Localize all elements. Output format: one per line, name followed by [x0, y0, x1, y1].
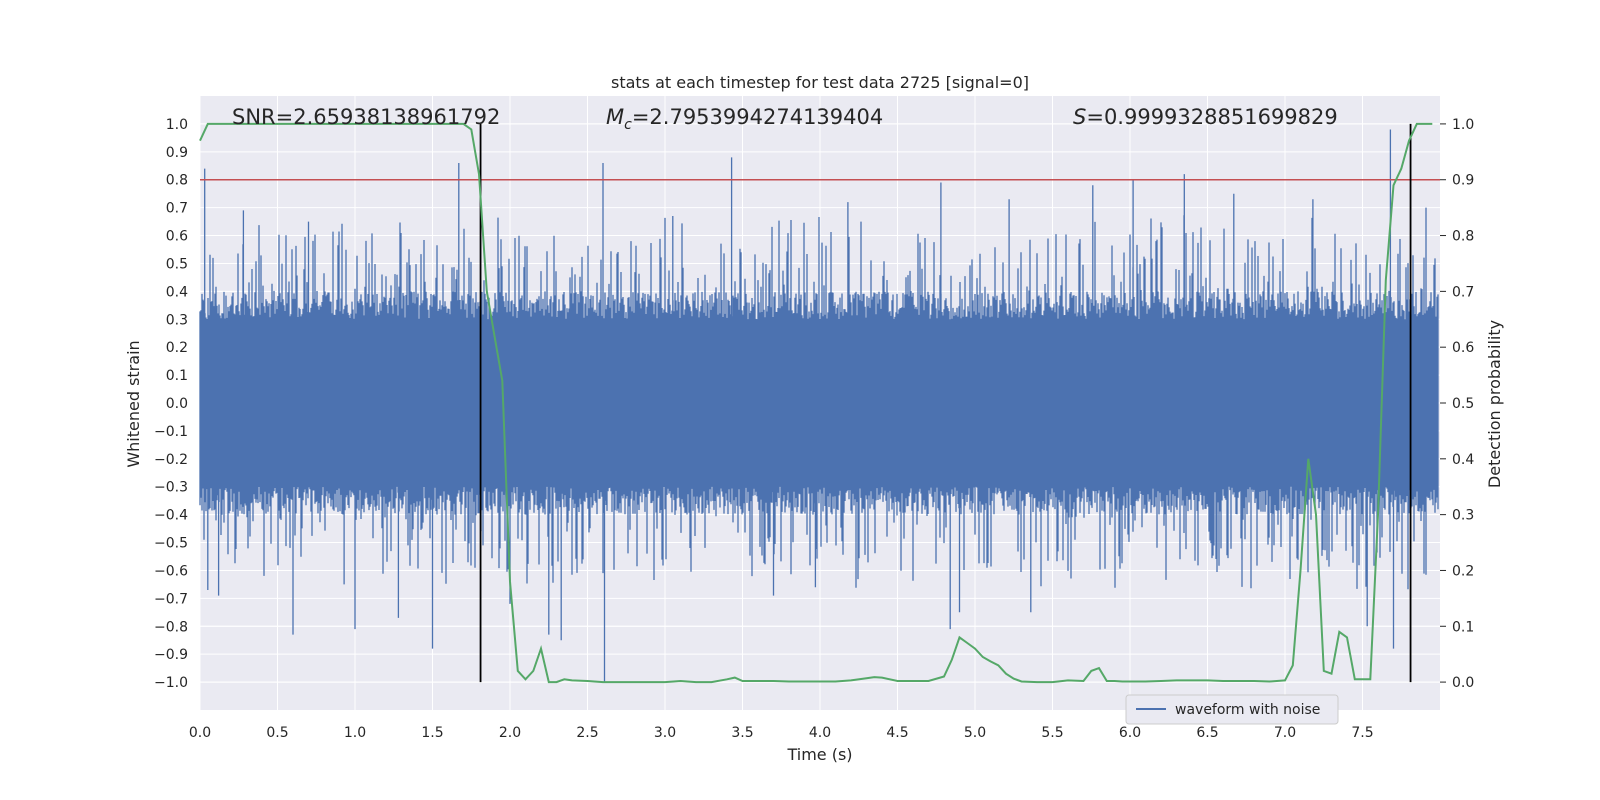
y2-tick-label: 0.0 [1452, 675, 1474, 691]
y-tick-label: 0.4 [166, 284, 188, 300]
y2-tick-label: 0.9 [1452, 173, 1474, 189]
vlines [479, 123, 1412, 683]
legend-box [1125, 694, 1339, 725]
y2-tick-label: 0.5 [1452, 396, 1474, 412]
y-tick-label: −0.7 [154, 591, 188, 607]
x-tick-label: 7.5 [1351, 725, 1373, 741]
y-tick-label: 0.6 [166, 229, 188, 245]
y-tick-label: −0.8 [154, 619, 188, 635]
mc-symbol: M [606, 105, 624, 129]
y-tick-label: 0.0 [166, 396, 188, 412]
x-axis-label: Time (s) [786, 745, 852, 764]
noise-waveform [199, 129, 1439, 683]
s-value: =0.9999328851699829 [1086, 105, 1337, 129]
probability-line [199, 122, 1433, 684]
y-tick-label: −0.5 [154, 536, 188, 552]
legend-label: waveform with noise [1175, 702, 1320, 718]
x-tick-label: 0.0 [189, 725, 211, 741]
y-tick-label: −1.0 [154, 675, 188, 691]
x-tick-label: 1.0 [344, 725, 366, 741]
noise-series [199, 129, 1439, 683]
y2-tick-label: 1.0 [1452, 117, 1474, 133]
x-tick-label: 2.0 [499, 725, 521, 741]
x-ticks: 0.0 0.5 1.0 1.5 2.0 2.5 3.0 3.5 4.0 4.5 5.0 5.5 6.0 6… [189, 725, 1374, 741]
mc-annotation: Mc=2.7953994274139404 [606, 105, 883, 133]
y2-axis-label: Detection probability [1485, 320, 1504, 488]
y2-tick-label: 0.1 [1452, 619, 1474, 635]
y-tick-label: 0.2 [166, 340, 188, 356]
snr-annotation: SNR=2.65938138961792 [232, 105, 500, 129]
x-tick-label: 7.0 [1274, 725, 1296, 741]
y2-tick-label: 0.7 [1452, 284, 1474, 300]
y-tick-label: −0.1 [154, 424, 188, 440]
y-tick-label: 0.1 [166, 368, 188, 384]
y-tick-label: −0.3 [154, 480, 188, 496]
x-tick-label: 0.5 [266, 725, 288, 741]
y-axis-label: Whitened strain [124, 340, 143, 467]
x-tick-label: 3.5 [731, 725, 753, 741]
y-tick-label: 1.0 [166, 117, 188, 133]
y-ticks: −1.0 −0.9 −0.8 −0.7 −0.6 −0.5 −0.4 −0.3 −0.2 −0.1… [154, 117, 188, 691]
y2-tick-label: 0.2 [1452, 563, 1474, 579]
y-tick-label: 0.9 [166, 145, 188, 161]
s-annotation: S=0.9999328851699829 [1073, 105, 1338, 129]
x-tick-label: 4.5 [886, 725, 908, 741]
y-tick-label: −0.2 [154, 452, 188, 468]
x-tick-label: 5.0 [964, 725, 986, 741]
y-tick-label: −0.4 [154, 508, 188, 524]
y2-tick-label: 0.8 [1452, 229, 1474, 245]
y-tick-label: 0.3 [166, 312, 188, 328]
x-tick-label: 6.5 [1196, 725, 1218, 741]
y-tick-label: 0.7 [166, 201, 188, 217]
mc-subscript: c [624, 117, 632, 133]
y2-tick-label: 0.3 [1452, 508, 1474, 524]
x-tick-label: 6.0 [1119, 725, 1141, 741]
chart-title: stats at each timestep for test data 272… [611, 73, 1029, 92]
y-tick-label: 0.8 [166, 173, 188, 189]
y2-tick-label: 0.4 [1452, 452, 1474, 468]
legend: waveform with noise [1125, 694, 1339, 725]
x-tick-label: 4.0 [809, 725, 831, 741]
x-tick-label: 3.0 [654, 725, 676, 741]
y2-tick-label: 0.6 [1452, 340, 1474, 356]
y-tick-label: −0.9 [154, 647, 188, 663]
mc-value: =2.7953994274139404 [632, 105, 883, 129]
y-tick-label: 0.5 [166, 256, 188, 272]
y-tick-label: −0.6 [154, 563, 188, 579]
x-tick-label: 2.5 [576, 725, 598, 741]
x-tick-label: 1.5 [421, 725, 443, 741]
x-tick-label: 5.5 [1041, 725, 1063, 741]
s-symbol: S [1073, 105, 1086, 129]
y2-ticks: 0.0 0.1 0.2 0.3 0.4 0.5 0.6 0.7 0.8 0.9 1.0 [1440, 117, 1474, 691]
